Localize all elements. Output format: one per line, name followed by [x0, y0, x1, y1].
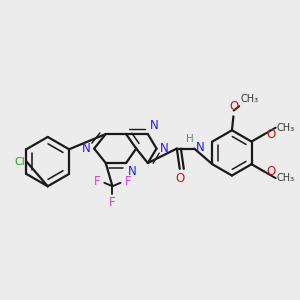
Text: O: O	[175, 172, 184, 185]
Text: O: O	[229, 100, 238, 113]
Text: CH₃: CH₃	[241, 94, 259, 104]
Text: F: F	[124, 176, 131, 188]
Text: N: N	[159, 142, 168, 155]
Text: H: H	[186, 134, 194, 145]
Text: F: F	[109, 196, 116, 208]
Text: N: N	[195, 142, 204, 154]
Text: N: N	[128, 165, 136, 178]
Text: CH₃: CH₃	[277, 123, 295, 133]
Text: O: O	[266, 128, 275, 140]
Text: Cl: Cl	[14, 157, 26, 166]
Text: F: F	[94, 176, 100, 188]
Text: CH₃: CH₃	[277, 173, 295, 183]
Text: O: O	[266, 165, 275, 178]
Text: N: N	[150, 119, 159, 132]
Text: N: N	[82, 142, 91, 155]
